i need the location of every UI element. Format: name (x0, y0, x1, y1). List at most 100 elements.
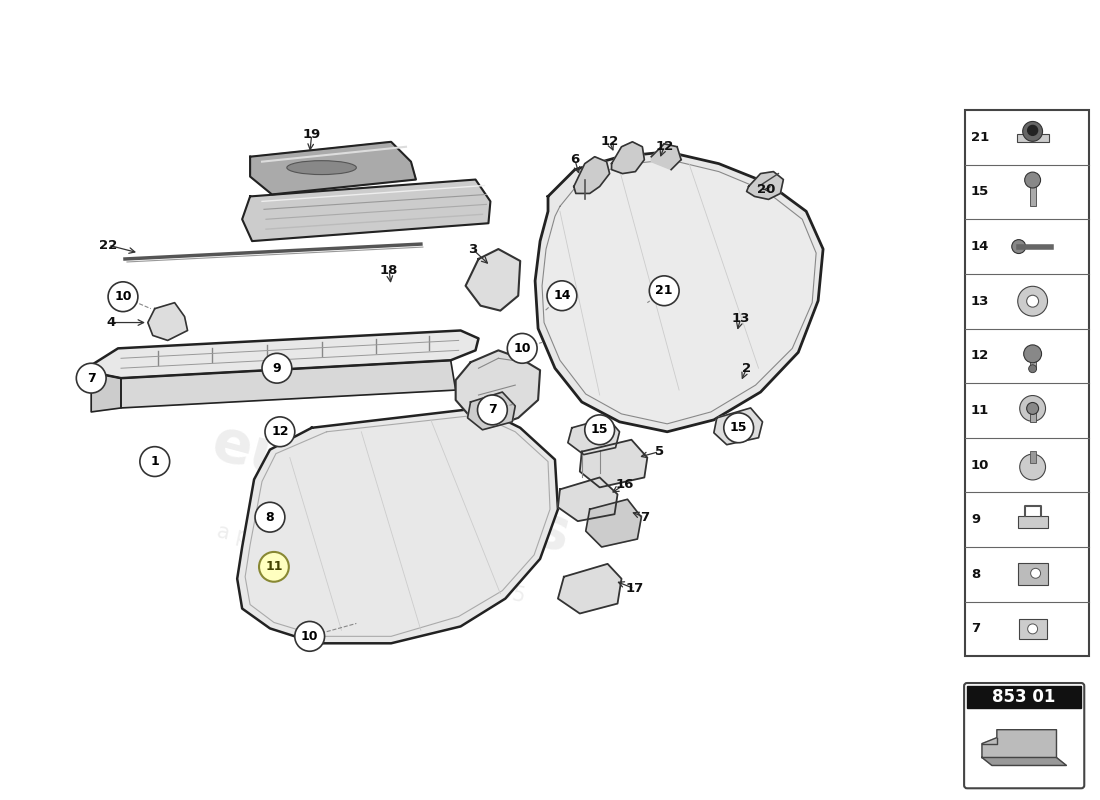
Circle shape (649, 276, 679, 306)
Circle shape (1026, 402, 1038, 414)
Text: 19: 19 (302, 128, 321, 142)
Circle shape (140, 446, 169, 477)
Polygon shape (747, 171, 783, 199)
Text: 4: 4 (107, 316, 116, 329)
Circle shape (1018, 286, 1047, 316)
Text: 15: 15 (591, 423, 608, 436)
Text: 2: 2 (742, 362, 751, 374)
Bar (965, 110, 1089, 656)
Text: 7: 7 (87, 372, 96, 385)
Text: 14: 14 (971, 240, 989, 253)
Polygon shape (580, 440, 647, 487)
Bar (1030, 410, 1035, 422)
Circle shape (1012, 240, 1025, 254)
Text: 18: 18 (379, 265, 398, 278)
Circle shape (1025, 172, 1041, 188)
Circle shape (724, 413, 754, 442)
Circle shape (1026, 295, 1038, 307)
Text: 21: 21 (971, 131, 989, 144)
Polygon shape (91, 372, 121, 412)
Text: 10: 10 (301, 630, 318, 643)
Text: 7: 7 (640, 510, 649, 524)
Text: 11: 11 (265, 560, 283, 574)
Polygon shape (982, 730, 1056, 758)
Polygon shape (147, 302, 187, 341)
Bar (1030, 451, 1035, 463)
Text: 12: 12 (601, 135, 618, 148)
Bar (1018, 563, 1047, 586)
Polygon shape (455, 350, 540, 425)
Bar (1030, 182, 1035, 206)
Text: 6: 6 (570, 153, 580, 166)
Polygon shape (250, 142, 416, 194)
Circle shape (1031, 568, 1041, 578)
Polygon shape (238, 408, 558, 643)
Text: 853 01: 853 01 (992, 688, 1056, 706)
Circle shape (547, 281, 576, 310)
Circle shape (265, 417, 295, 446)
Text: 8: 8 (971, 568, 980, 581)
Bar (1016, 134, 1048, 142)
Circle shape (1020, 395, 1045, 422)
Circle shape (295, 622, 324, 651)
Text: a passion for parts since 1985: a passion for parts since 1985 (216, 522, 527, 606)
Text: 16: 16 (615, 478, 634, 491)
Text: 15: 15 (971, 186, 989, 198)
Circle shape (507, 334, 537, 363)
Text: 17: 17 (625, 582, 644, 595)
Circle shape (477, 395, 507, 425)
Text: 14: 14 (553, 290, 571, 302)
Circle shape (1028, 365, 1036, 373)
Polygon shape (468, 392, 515, 430)
Circle shape (1020, 454, 1045, 480)
Text: 1: 1 (151, 455, 160, 468)
Text: 7: 7 (971, 622, 980, 635)
Text: 10: 10 (514, 342, 531, 355)
Circle shape (108, 282, 138, 312)
Text: 3: 3 (468, 242, 477, 255)
Polygon shape (558, 564, 622, 614)
Polygon shape (465, 249, 520, 310)
Polygon shape (714, 408, 762, 445)
Text: 13: 13 (971, 294, 989, 308)
Text: 9: 9 (273, 362, 282, 374)
Polygon shape (121, 360, 455, 408)
Text: 10: 10 (971, 458, 989, 471)
Text: 13: 13 (732, 312, 750, 325)
Text: 7: 7 (488, 403, 497, 417)
Polygon shape (542, 160, 816, 424)
Bar (1030, 356, 1035, 369)
Bar (1019, 619, 1046, 639)
Circle shape (1027, 126, 1037, 135)
Text: 11: 11 (971, 404, 989, 417)
Text: 5: 5 (654, 445, 663, 458)
Text: 10: 10 (114, 290, 132, 303)
Polygon shape (568, 418, 619, 454)
Text: 21: 21 (656, 284, 673, 298)
Ellipse shape (287, 161, 356, 174)
Circle shape (1024, 345, 1042, 362)
FancyBboxPatch shape (964, 683, 1085, 788)
Circle shape (262, 354, 292, 383)
Circle shape (76, 363, 106, 393)
Text: 12: 12 (971, 350, 989, 362)
Circle shape (1027, 624, 1037, 634)
Polygon shape (242, 179, 491, 241)
Circle shape (255, 502, 285, 532)
Circle shape (258, 552, 289, 582)
Polygon shape (574, 157, 609, 194)
Bar (967, 686, 1081, 708)
Text: 9: 9 (971, 513, 980, 526)
Text: 12: 12 (656, 140, 673, 154)
Polygon shape (651, 144, 681, 170)
Text: 20: 20 (757, 183, 776, 196)
Text: 12: 12 (271, 426, 288, 438)
Polygon shape (982, 758, 1066, 766)
Text: 22: 22 (99, 238, 118, 251)
Circle shape (585, 415, 615, 445)
Text: 8: 8 (265, 510, 274, 524)
Polygon shape (585, 499, 641, 547)
Text: eurospares: eurospares (206, 414, 576, 565)
Bar (1018, 516, 1047, 528)
Circle shape (1023, 122, 1043, 142)
